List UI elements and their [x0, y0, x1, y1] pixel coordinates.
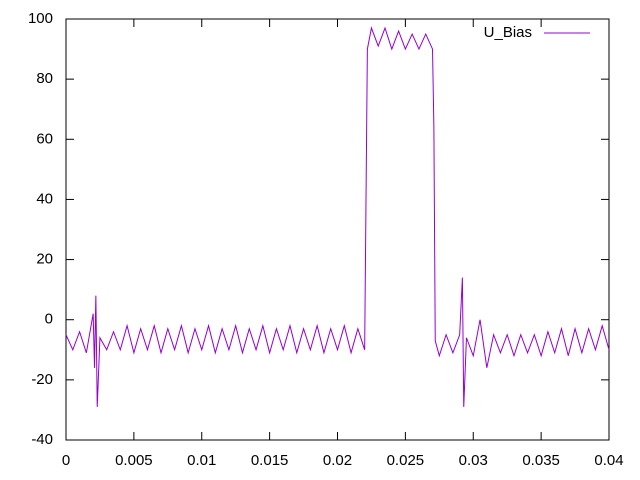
y-tick-label: -40: [31, 431, 53, 448]
x-tick-label: 0.02: [323, 452, 352, 469]
y-tick-label: 60: [36, 130, 53, 147]
x-tick-label: 0.005: [115, 452, 153, 469]
y-tick-label: 0: [45, 311, 53, 328]
plot-border: [65, 18, 610, 441]
y-tick-label: 80: [36, 70, 53, 87]
series-line: [65, 26, 610, 407]
x-tick-label: 0: [62, 452, 70, 469]
y-tick-label: 40: [36, 190, 53, 207]
y-tick-label: 20: [36, 251, 53, 268]
x-tick-label: 0.025: [387, 452, 425, 469]
x-tick-label: 0.04: [594, 452, 623, 469]
x-tick-label: 0.035: [522, 452, 560, 469]
legend-label: U_Bias: [484, 24, 532, 41]
y-tick-label: -20: [31, 371, 53, 388]
x-tick-label: 0.03: [459, 452, 488, 469]
x-tick-label: 0.015: [251, 452, 289, 469]
x-tick-label: 0.01: [187, 452, 216, 469]
y-tick-label: 100: [28, 10, 53, 27]
